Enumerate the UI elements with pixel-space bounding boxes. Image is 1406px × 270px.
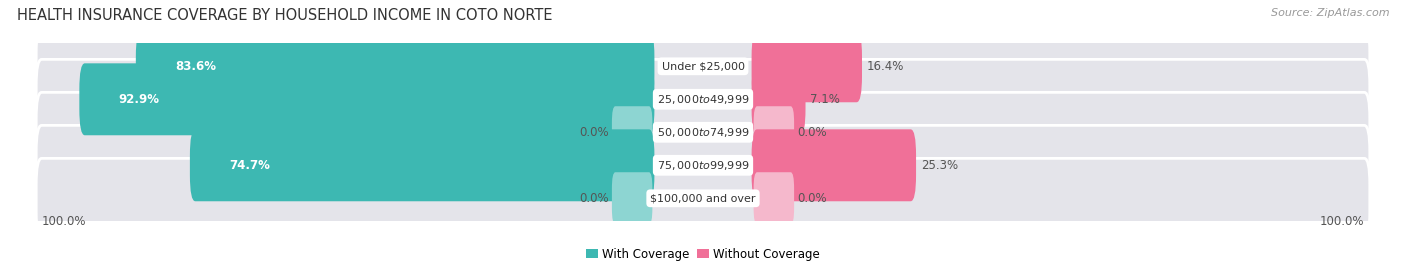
FancyBboxPatch shape [37, 59, 1369, 139]
FancyBboxPatch shape [190, 129, 654, 201]
Text: Source: ZipAtlas.com: Source: ZipAtlas.com [1271, 8, 1389, 18]
FancyBboxPatch shape [79, 63, 654, 135]
Text: Under $25,000: Under $25,000 [661, 61, 745, 71]
Text: 0.0%: 0.0% [797, 192, 827, 205]
FancyBboxPatch shape [612, 106, 652, 158]
Text: 100.0%: 100.0% [1320, 215, 1364, 228]
FancyBboxPatch shape [752, 129, 917, 201]
Text: $50,000 to $74,999: $50,000 to $74,999 [657, 126, 749, 139]
Text: $25,000 to $49,999: $25,000 to $49,999 [657, 93, 749, 106]
FancyBboxPatch shape [37, 26, 1369, 106]
Text: 0.0%: 0.0% [579, 126, 609, 139]
FancyBboxPatch shape [752, 63, 806, 135]
Text: $75,000 to $99,999: $75,000 to $99,999 [657, 159, 749, 172]
Text: 7.1%: 7.1% [810, 93, 841, 106]
Text: 83.6%: 83.6% [174, 60, 217, 73]
FancyBboxPatch shape [754, 172, 794, 224]
Text: HEALTH INSURANCE COVERAGE BY HOUSEHOLD INCOME IN COTO NORTE: HEALTH INSURANCE COVERAGE BY HOUSEHOLD I… [17, 8, 553, 23]
Text: 16.4%: 16.4% [866, 60, 904, 73]
Text: 0.0%: 0.0% [579, 192, 609, 205]
FancyBboxPatch shape [612, 172, 652, 224]
FancyBboxPatch shape [754, 106, 794, 158]
FancyBboxPatch shape [37, 125, 1369, 205]
FancyBboxPatch shape [37, 92, 1369, 172]
Text: $100,000 and over: $100,000 and over [650, 193, 756, 203]
Text: 25.3%: 25.3% [921, 159, 957, 172]
Text: 0.0%: 0.0% [797, 126, 827, 139]
Legend: With Coverage, Without Coverage: With Coverage, Without Coverage [581, 243, 825, 265]
FancyBboxPatch shape [136, 30, 654, 102]
FancyBboxPatch shape [37, 158, 1369, 238]
Text: 74.7%: 74.7% [229, 159, 270, 172]
Text: 92.9%: 92.9% [118, 93, 159, 106]
Text: 100.0%: 100.0% [42, 215, 86, 228]
FancyBboxPatch shape [752, 30, 862, 102]
